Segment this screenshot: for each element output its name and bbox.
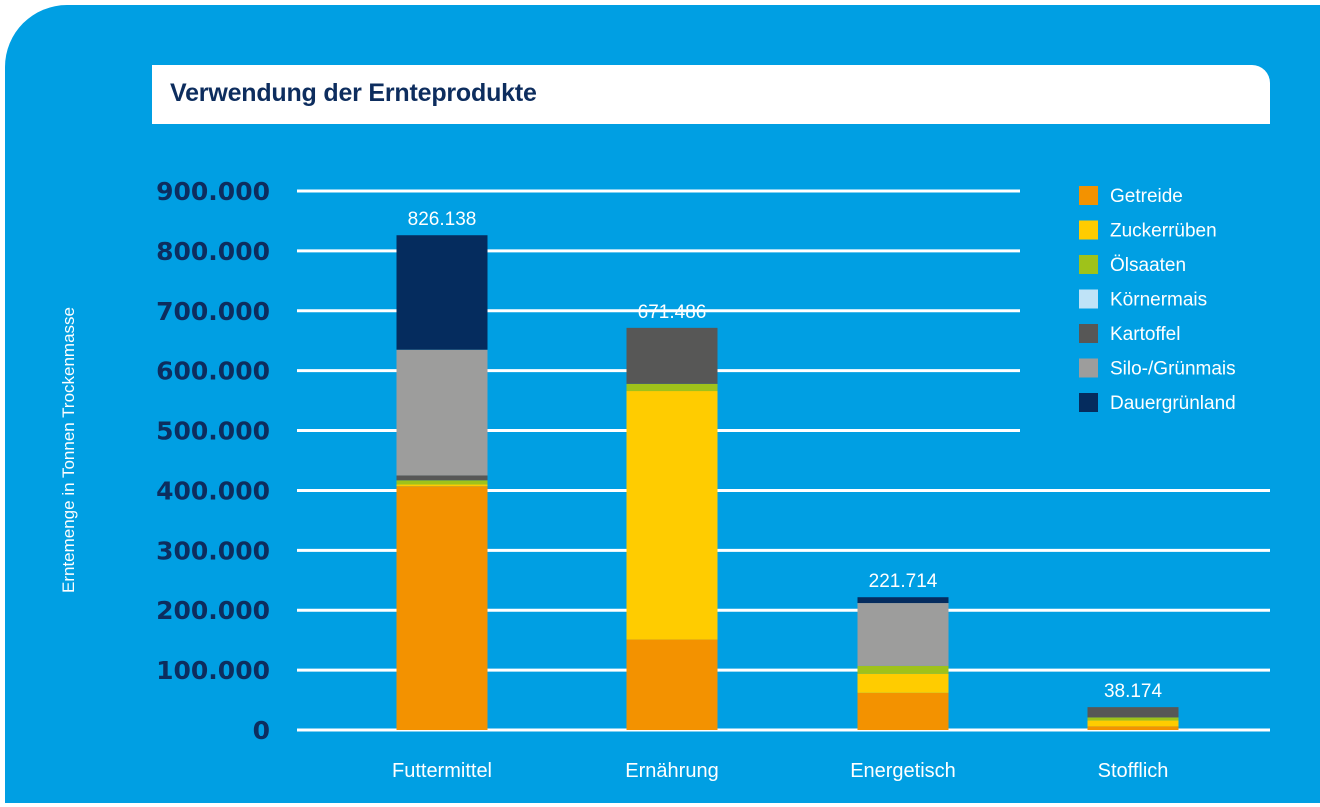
x-tick-label: Ernährung <box>625 760 718 782</box>
legend-swatch <box>1079 358 1098 378</box>
bar-segment <box>396 349 488 476</box>
x-tick-labels: Futtermittel Ernährung Energetisch Stofflic… <box>392 760 1168 782</box>
total-label: 221.714 <box>869 571 938 592</box>
legend-label: Ölsaaten <box>1110 255 1186 276</box>
x-tick-label: Energetisch <box>850 760 956 782</box>
legend-item: Silo-/Grünmais <box>1079 358 1236 380</box>
y-axis-label: Erntemenge in Tonnen Trockenmasse <box>59 307 78 593</box>
y-tick-label: 300.000 <box>156 536 270 565</box>
bar-segment <box>396 480 488 485</box>
bar-segment <box>626 327 718 384</box>
bar-segment <box>396 475 488 481</box>
legend-swatch <box>1079 255 1098 274</box>
legend-item: Ölsaaten <box>1079 255 1186 276</box>
bar-segment <box>1087 707 1179 718</box>
legend: Getreide Zuckerrüben Ölsaaten Körnermais Kar… <box>1079 186 1236 414</box>
bar-segment <box>1087 717 1179 721</box>
bar-segment <box>626 383 718 392</box>
y-tick-label: 400.000 <box>156 476 270 505</box>
chart-title: Verwendung der Ernteprodukte <box>170 79 537 107</box>
y-tick-label: 600.000 <box>156 357 270 386</box>
legend-swatch <box>1079 393 1098 412</box>
y-tick-label: 200.000 <box>156 596 270 625</box>
bar-segment <box>857 603 949 666</box>
legend-label: Silo-/Grünmais <box>1110 359 1236 380</box>
y-tick-label: 900.000 <box>156 177 270 206</box>
legend-swatch <box>1079 220 1098 240</box>
y-tick-label: 500.000 <box>156 417 270 446</box>
legend-label: Kartoffel <box>1110 324 1180 345</box>
bar-segment <box>396 484 488 487</box>
total-label: 671.486 <box>638 302 707 323</box>
total-label: 826.138 <box>408 209 477 230</box>
bar-segment <box>857 665 949 674</box>
legend-item: Dauergrünland <box>1079 393 1236 414</box>
legend-swatch <box>1079 324 1098 343</box>
bar-segment <box>1087 726 1179 730</box>
legend-item: Getreide <box>1079 186 1183 207</box>
legend-label: Körnermais <box>1110 290 1207 311</box>
bar-segment <box>626 639 718 730</box>
bars <box>396 235 1179 730</box>
title-box: Verwendung der Ernteprodukte <box>152 65 1270 124</box>
bar-segment <box>857 692 949 730</box>
total-labels: 826.138 671.486 221.714 38.174 <box>408 209 1163 702</box>
bar-segment <box>626 391 718 640</box>
bar-segment <box>396 486 488 730</box>
bar-segment <box>396 235 488 350</box>
bar-segment <box>1087 720 1179 727</box>
y-tick-label: 0 <box>253 716 270 745</box>
legend-item: Kartoffel <box>1079 324 1180 345</box>
legend-item: Körnermais <box>1079 289 1207 311</box>
y-tick-label: 100.000 <box>156 656 270 685</box>
bar-segment <box>857 597 949 604</box>
x-tick-label: Futtermittel <box>392 760 492 782</box>
legend-label: Getreide <box>1110 186 1183 207</box>
x-tick-label: Stofflich <box>1098 760 1169 782</box>
y-tick-labels: 0 100.000 200.000 300.000 400.000 500.000 600.… <box>156 177 270 745</box>
bar-segment <box>857 673 949 693</box>
legend-label: Zuckerrüben <box>1110 221 1217 242</box>
legend-item: Zuckerrüben <box>1079 220 1217 242</box>
legend-swatch <box>1079 186 1098 205</box>
total-label: 38.174 <box>1104 681 1163 702</box>
y-tick-label: 700.000 <box>156 297 270 326</box>
legend-swatch <box>1079 289 1098 309</box>
legend-label: Dauergrünland <box>1110 393 1236 414</box>
y-tick-label: 800.000 <box>156 237 270 266</box>
